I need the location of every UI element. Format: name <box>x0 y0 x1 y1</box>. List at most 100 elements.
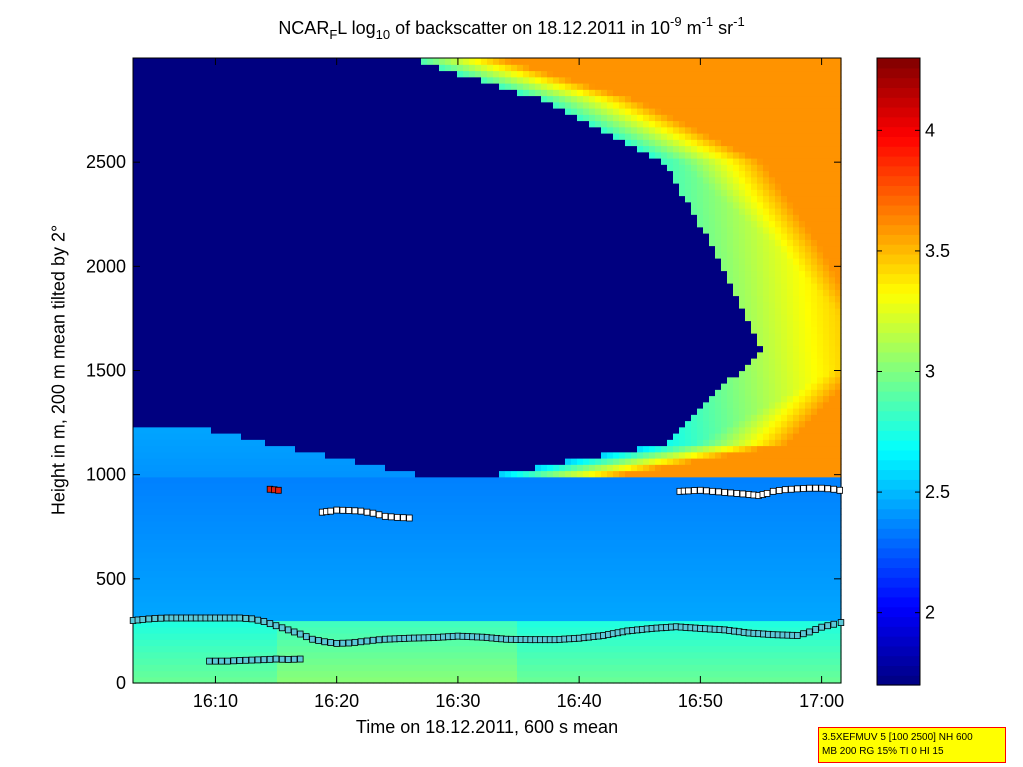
y-axis: 0 500 1000 1500 2000 2500 <box>86 152 841 693</box>
colorbar-swatch <box>877 58 920 69</box>
colorbar-swatch <box>877 391 920 402</box>
colorbar-swatch <box>877 626 920 637</box>
layer-marker <box>837 619 845 626</box>
layer-marker <box>291 655 298 663</box>
layer-marker <box>291 628 298 636</box>
layer-marker <box>788 485 795 493</box>
layer-marker <box>357 507 365 515</box>
layer-marker <box>272 622 280 630</box>
colorbar-swatch <box>877 636 920 647</box>
layer-marker <box>272 655 280 663</box>
colorbar-swatch <box>877 498 920 510</box>
colorbar-swatch <box>877 518 920 529</box>
x-tick-label: 17:00 <box>799 691 844 711</box>
layer-marker <box>703 487 710 495</box>
colorbar-swatch <box>877 665 920 676</box>
y-tick-label: 500 <box>96 569 126 589</box>
layer-marker <box>157 614 165 622</box>
layer-marker <box>351 638 359 646</box>
colorbar-tick-label: 4 <box>925 120 935 140</box>
y-tick-label: 0 <box>116 673 126 693</box>
layer-marker <box>830 620 837 628</box>
layer-marker <box>321 638 328 646</box>
layer-marker <box>230 657 237 665</box>
layer-marker <box>266 655 274 663</box>
colorbar-swatch <box>877 136 920 147</box>
layer-marker <box>248 656 256 664</box>
layer-marker <box>206 657 213 665</box>
colorbar-swatch <box>877 302 920 314</box>
colorbar-swatch <box>877 106 920 118</box>
colorbar-swatch <box>877 234 920 245</box>
colorbar-tick-label: 2 <box>925 603 935 623</box>
layer-marker <box>794 632 801 639</box>
layer-marker <box>275 486 282 494</box>
layer-marker <box>824 622 831 630</box>
layer-marker <box>345 639 352 647</box>
colorbar-swatch <box>877 489 920 500</box>
layer-marker <box>357 638 365 646</box>
y-tick-label: 2000 <box>86 256 126 276</box>
info-line-1: 3.5XEFMUV 5 [100 2500] NH 600 <box>822 732 973 743</box>
layer-marker <box>775 487 783 494</box>
y-tick-label: 2500 <box>86 152 126 172</box>
layer-marker <box>333 506 340 514</box>
layer-marker <box>806 484 813 492</box>
layer-marker <box>782 486 789 494</box>
layer-marker <box>351 507 359 515</box>
layer-marker <box>224 657 231 665</box>
colorbar-swatch <box>877 342 920 353</box>
layer-marker <box>345 507 352 514</box>
layer-marker <box>315 637 322 644</box>
colorbar-swatch <box>877 283 920 294</box>
layer-marker <box>375 511 383 519</box>
colorbar-swatch <box>877 253 920 265</box>
layer-markers <box>129 484 845 665</box>
colorbar-swatch <box>877 567 920 578</box>
layer-marker <box>388 513 395 521</box>
layer-marker <box>260 618 268 625</box>
colorbar-swatch <box>877 244 920 255</box>
y-tick-label: 1000 <box>86 465 126 485</box>
layer-marker <box>763 490 771 497</box>
x-axis: 16:10 16:20 16:30 16:40 16:50 17:00 <box>193 58 844 711</box>
colorbar-swatch <box>877 538 920 549</box>
colorbar-swatch <box>877 322 920 333</box>
layer-marker <box>284 656 292 663</box>
x-tick-label: 16:50 <box>678 691 723 711</box>
colorbar-swatch <box>877 508 920 520</box>
layer-marker <box>236 614 243 622</box>
colorbar-swatch <box>877 224 920 235</box>
colorbar-swatch <box>877 214 920 226</box>
layer-marker <box>236 657 243 664</box>
y-tick-label: 1500 <box>86 361 126 381</box>
colorbar-swatch <box>877 273 920 284</box>
colorbar-swatch <box>877 430 920 441</box>
colorbar-swatch <box>877 577 920 588</box>
layer-marker <box>297 655 304 663</box>
layer-marker <box>800 630 807 638</box>
colorbar-swatch <box>877 146 920 157</box>
colorbar-swatch <box>877 557 920 569</box>
layer-marker <box>248 615 256 623</box>
colorbar-swatch <box>877 479 920 490</box>
layer-marker <box>818 484 825 492</box>
colorbar-swatch <box>877 67 920 79</box>
layer-marker <box>830 485 837 493</box>
colorbar-swatch <box>877 263 920 275</box>
chart-title: NCARFL log10 of backscatter on 18.12.201… <box>278 14 745 42</box>
layer-marker <box>297 630 304 638</box>
layer-marker <box>685 487 692 495</box>
layer-marker <box>697 486 704 494</box>
layer-marker <box>739 490 746 498</box>
layer-marker <box>818 623 825 631</box>
layer-marker <box>363 637 371 645</box>
layer-marker <box>327 507 334 515</box>
layer-marker <box>242 615 249 622</box>
layer-marker <box>278 655 286 663</box>
colorbar-tick-label: 2.5 <box>925 482 950 502</box>
colorbar-swatch <box>877 410 920 422</box>
layer-marker <box>254 656 262 664</box>
x-tick-label: 16:30 <box>435 691 480 711</box>
layer-marker <box>242 656 249 664</box>
